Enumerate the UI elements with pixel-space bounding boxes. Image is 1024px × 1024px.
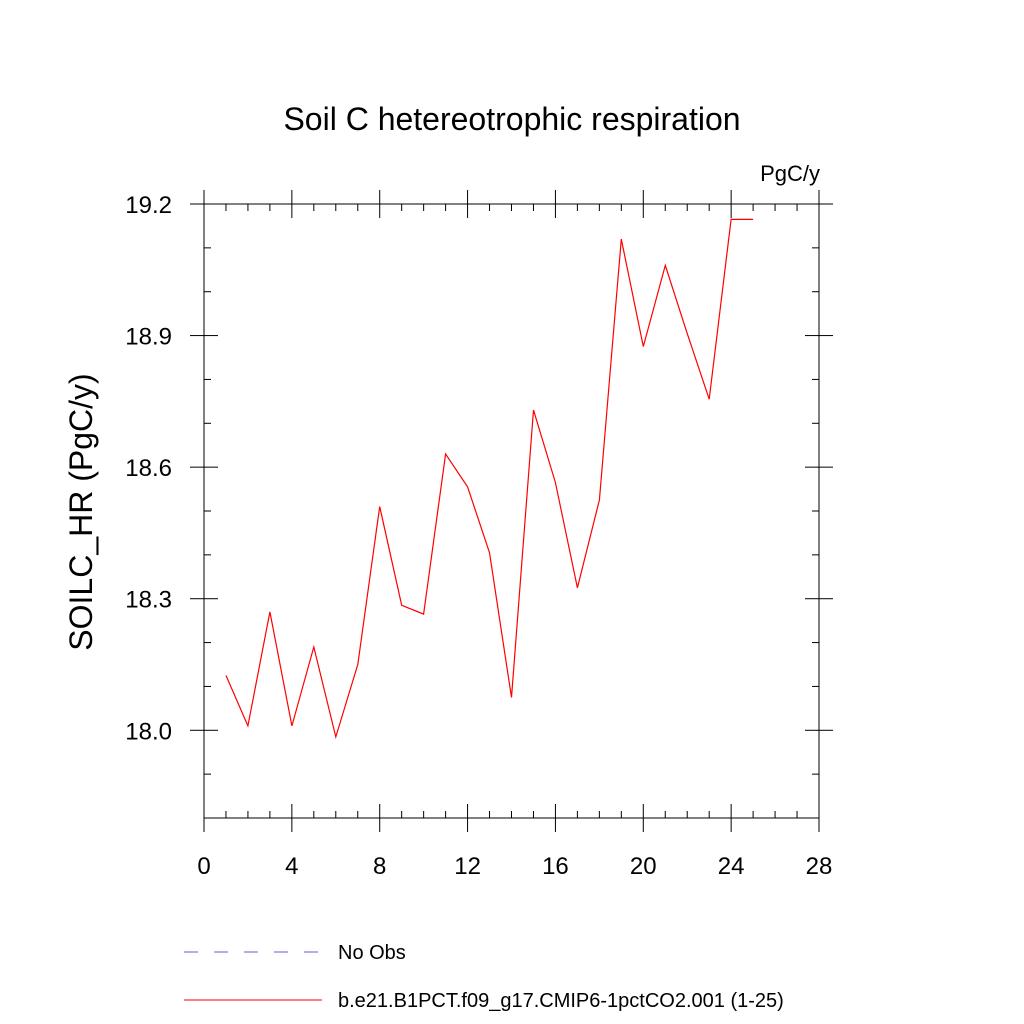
units-label: PgC/y (760, 161, 820, 186)
x-tick-label: 28 (806, 853, 833, 880)
y-tick-label: 18.6 (125, 455, 172, 482)
x-tick-label: 8 (373, 853, 386, 880)
axis-tick-labels: 0 4 8 12 16 20 24 28 18.0 18.3 18.6 18.9 19.2 (125, 192, 832, 880)
x-tick-label: 24 (718, 853, 745, 880)
y-tick-label: 18.3 (125, 587, 172, 614)
legend-label: b.e21.B1PCT.f09_g17.CMIP6-1pctCO2.001 (1… (338, 990, 784, 1012)
y-tick-label: 19.2 (125, 192, 172, 219)
y-tick-label: 18.9 (125, 324, 172, 351)
x-tick-label: 20 (630, 853, 657, 880)
x-tick-label: 0 (197, 853, 210, 880)
legend-label: No Obs (338, 942, 406, 964)
x-tick-label: 12 (454, 853, 481, 880)
series-line (225, 218, 754, 740)
y-tick-label: 18.0 (125, 718, 172, 745)
plot-frame (203, 203, 820, 819)
y-axis-label: SOILC_HR (PgC/y) (63, 373, 99, 650)
series-layer (225, 218, 754, 740)
x-tick-label: 16 (542, 853, 569, 880)
legend: No Obs b.e21.B1PCT.f09_g17.CMIP6-1pctCO2.… (184, 942, 784, 1012)
axis-ticks (190, 190, 833, 832)
x-tick-label: 4 (285, 853, 298, 880)
chart-title: Soil C hetereotrophic respiration (283, 101, 740, 137)
